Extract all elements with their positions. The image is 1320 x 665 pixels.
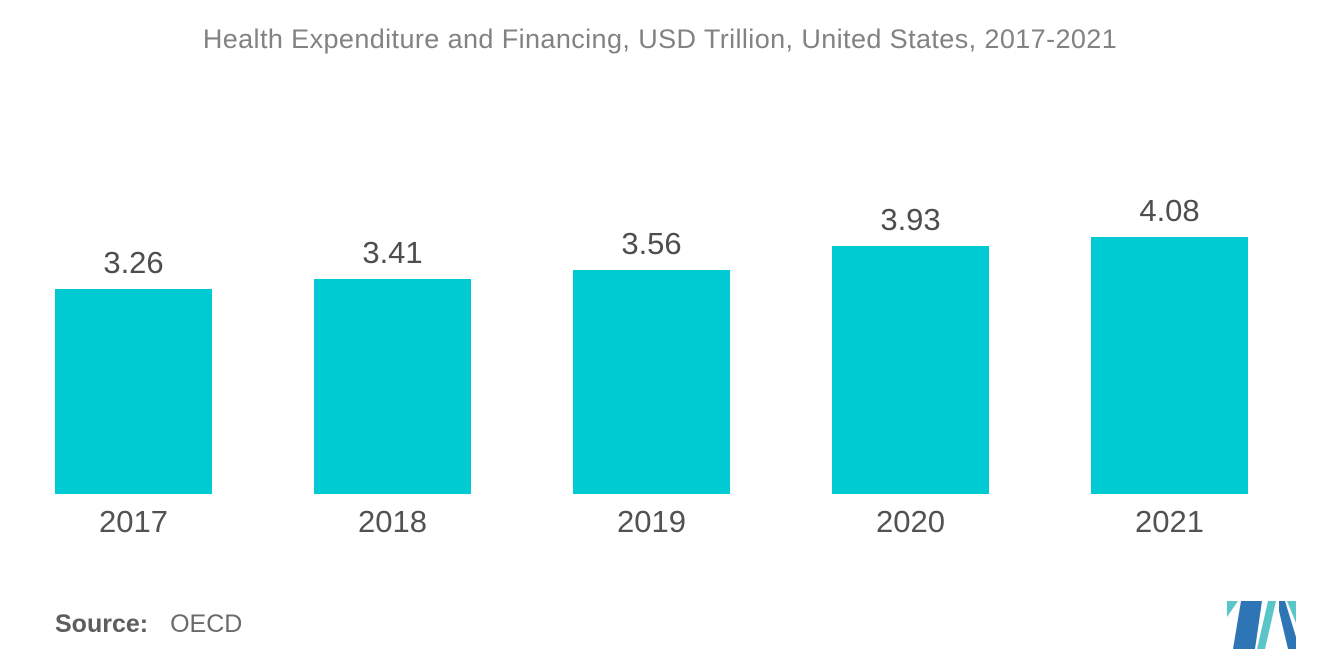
bar-column: 3.41 2018 (314, 237, 471, 537)
logo-blue-body (1233, 601, 1262, 649)
bar-value-label: 4.08 (1139, 193, 1200, 228)
bar (1091, 237, 1248, 494)
logo-teal-top-right (1287, 601, 1296, 623)
bar (573, 270, 730, 494)
bar-category-label: 2017 (99, 504, 168, 539)
source-row: Source: OECD (55, 610, 242, 639)
brand-logo-icon (1227, 601, 1296, 649)
bar-category-label: 2018 (358, 504, 427, 539)
logo-blue-diagonal (1279, 601, 1296, 649)
bar-category-label: 2021 (1135, 504, 1204, 539)
source-label: Source: (55, 610, 149, 638)
bar-value-label: 3.93 (880, 202, 941, 237)
bar-chart: 3.26 2017 3.41 2018 3.56 2019 3.93 2020 … (55, 195, 1248, 537)
bar-value-label: 3.56 (621, 226, 682, 261)
bar-column: 3.26 2017 (55, 247, 212, 537)
bar-column: 3.56 2019 (573, 228, 730, 537)
bar-column: 3.93 2020 (832, 204, 989, 537)
logo-teal-stripe (1257, 601, 1276, 649)
bar-category-label: 2019 (617, 504, 686, 539)
bar-value-label: 3.26 (103, 245, 164, 280)
logo-teal-top-left (1227, 601, 1238, 617)
chart-title: Health Expenditure and Financing, USD Tr… (202, 24, 1118, 54)
bar (832, 246, 989, 494)
bar-category-label: 2020 (876, 504, 945, 539)
bar (55, 289, 212, 494)
bar-column: 4.08 2021 (1091, 195, 1248, 537)
bar (314, 279, 471, 494)
source-value: OECD (170, 610, 243, 638)
bar-value-label: 3.41 (362, 235, 423, 270)
